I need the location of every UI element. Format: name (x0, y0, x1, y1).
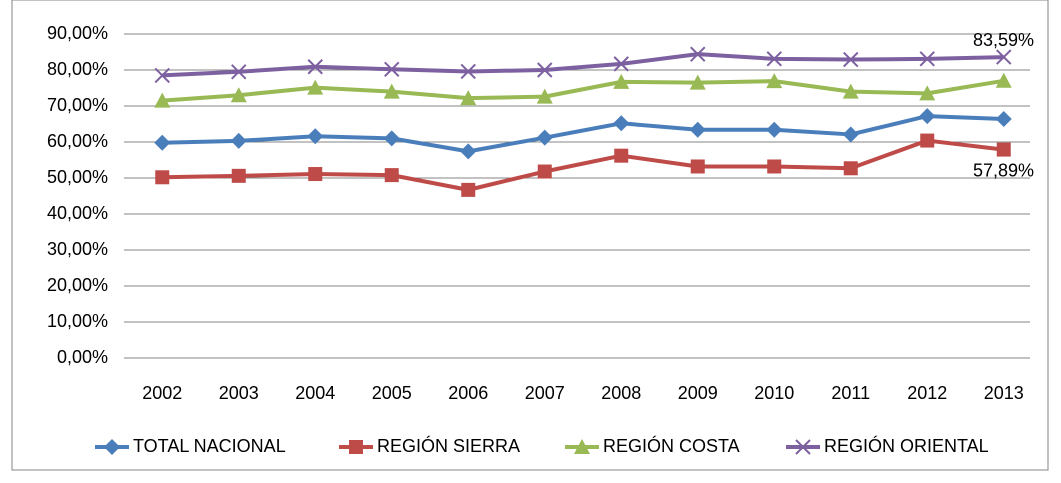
x-tick-label: 2013 (984, 383, 1024, 403)
legend-label: REGIÓN SIERRA (377, 435, 520, 456)
y-tick-label: 90,00% (47, 23, 108, 43)
marker (308, 167, 323, 182)
legend-marker (795, 439, 811, 455)
marker (995, 110, 1012, 127)
marker (996, 49, 1012, 65)
marker (842, 126, 859, 143)
marker (689, 121, 706, 138)
marker (154, 67, 170, 84)
series-line (162, 138, 1004, 192)
x-tick-label: 2002 (142, 383, 182, 403)
legend-marker (349, 440, 363, 454)
marker (230, 132, 247, 149)
marker (689, 74, 706, 90)
chart-frame (11, 0, 1049, 471)
y-tick-label: 60,00% (47, 131, 108, 151)
marker (383, 83, 400, 99)
marker (307, 79, 324, 95)
data-label: 57,89% (973, 160, 1034, 180)
marker (614, 148, 629, 163)
marker (995, 72, 1012, 88)
data-label: 83,59% (973, 30, 1034, 50)
legend-marker (104, 439, 120, 455)
x-tick-label: 2009 (678, 383, 718, 403)
marker (537, 62, 553, 78)
marker (384, 61, 400, 77)
y-tick-label: 10,00% (47, 311, 108, 331)
x-tick-label: 2010 (754, 383, 794, 403)
series-line (162, 78, 1005, 103)
x-tick-label: 2006 (448, 383, 488, 403)
y-tick-label: 30,00% (47, 239, 108, 259)
y-tick-label: 50,00% (47, 167, 108, 187)
marker (230, 87, 247, 103)
marker (307, 128, 324, 145)
marker (690, 46, 706, 62)
y-tick-label: 70,00% (47, 95, 108, 115)
marker (154, 92, 171, 108)
x-tick-label: 2012 (907, 383, 947, 403)
marker (919, 51, 935, 67)
legend-marker (574, 439, 590, 454)
marker (384, 168, 399, 183)
legend-label: REGIÓN COSTA (603, 435, 740, 456)
marker (536, 129, 553, 146)
marker (843, 51, 859, 68)
marker (919, 108, 936, 125)
marker (460, 63, 476, 80)
marker (307, 59, 323, 75)
x-tick-label: 2007 (525, 383, 565, 403)
x-tick-label: 2011 (831, 383, 870, 403)
marker (690, 159, 705, 174)
x-tick-label: 2003 (219, 383, 259, 403)
marker (843, 161, 858, 176)
y-tick-label: 80,00% (47, 59, 108, 79)
marker (460, 143, 477, 160)
marker (919, 85, 936, 101)
marker (383, 130, 400, 147)
marker (613, 56, 629, 72)
y-tick-label: 0,00% (57, 347, 108, 367)
marker (155, 170, 170, 185)
y-tick-label: 20,00% (47, 275, 108, 295)
marker (766, 121, 783, 138)
marker (536, 88, 553, 104)
marker (537, 164, 552, 179)
marker (460, 90, 477, 106)
marker (996, 142, 1011, 157)
x-tick-label: 2008 (601, 383, 641, 403)
marker (613, 73, 630, 89)
marker (231, 168, 246, 183)
marker (461, 182, 476, 197)
y-tick-label: 40,00% (47, 203, 108, 223)
marker (766, 51, 782, 67)
marker (766, 73, 783, 89)
x-tick-label: 2005 (372, 383, 412, 403)
legend-label: REGIÓN ORIENTAL (824, 435, 989, 456)
marker (154, 134, 171, 151)
marker (920, 133, 935, 148)
x-tick-label: 2004 (295, 383, 335, 403)
marker (613, 115, 630, 132)
legend-label: TOTAL NACIONAL (133, 436, 286, 456)
marker (842, 83, 859, 99)
marker (767, 159, 782, 174)
marker (231, 64, 247, 80)
series-line (162, 52, 1004, 78)
series-line (162, 114, 1004, 154)
